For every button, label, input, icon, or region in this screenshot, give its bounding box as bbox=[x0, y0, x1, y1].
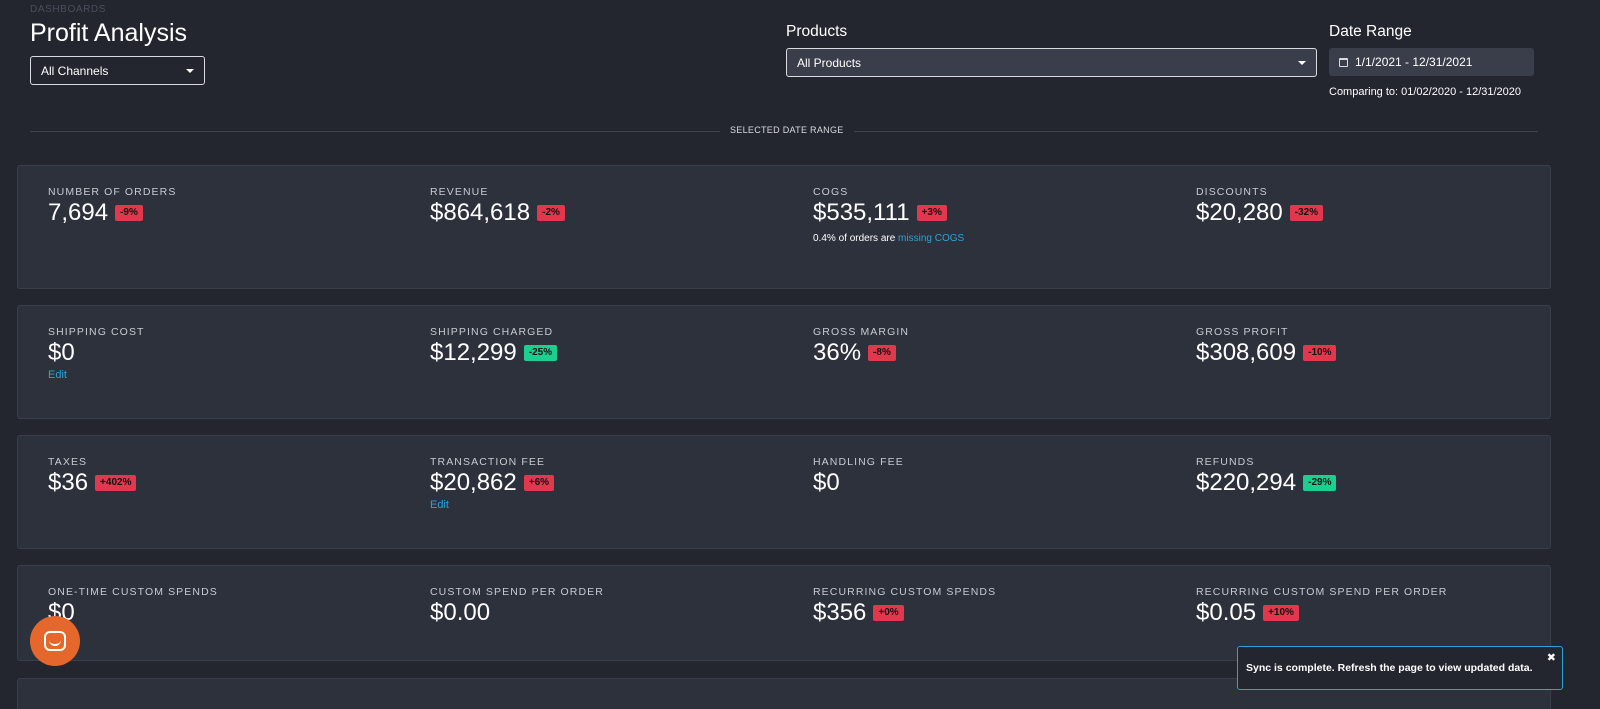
change-badge: +402% bbox=[95, 475, 137, 491]
metric-number-of-orders: NUMBER OF ORDERS 7,694 -9% bbox=[48, 186, 176, 227]
missing-cogs-note: 0.4% of orders are missing COGS bbox=[813, 233, 964, 244]
metric-label: REVENUE bbox=[430, 186, 489, 198]
date-range-label: Date Range bbox=[1329, 23, 1412, 40]
metric-cogs: COGS $535,111 +3% 0.4% of orders are mis… bbox=[813, 186, 964, 244]
metric-gross-margin: GROSS MARGIN 36% -8% bbox=[813, 326, 909, 367]
metric-value: 7,694 bbox=[48, 199, 109, 226]
chevron-down-icon bbox=[1298, 60, 1306, 65]
metric-label: SHIPPING COST bbox=[48, 326, 145, 338]
metric-refunds: REFUNDS $220,294 -29% bbox=[1196, 456, 1337, 497]
metrics-card-orders: NUMBER OF ORDERS 7,694 -9% REVENUE $864,… bbox=[17, 165, 1551, 289]
products-select-value: All Products bbox=[797, 55, 862, 70]
change-badge: -2% bbox=[537, 205, 565, 221]
metric-label: CUSTOM SPEND PER ORDER bbox=[430, 586, 604, 598]
breadcrumb[interactable]: DASHBOARDS bbox=[30, 4, 107, 15]
metric-value: $864,618 bbox=[430, 199, 531, 226]
products-select[interactable]: All Products bbox=[786, 48, 1317, 77]
metric-label: COGS bbox=[813, 186, 849, 198]
section-label: SELECTED DATE RANGE bbox=[720, 125, 854, 135]
channel-select-value: All Channels bbox=[41, 63, 109, 78]
metric-taxes: TAXES $36 +402% bbox=[48, 456, 137, 497]
products-label: Products bbox=[786, 23, 848, 40]
metric-value: $20,280 bbox=[1196, 199, 1283, 226]
change-badge: +10% bbox=[1263, 605, 1299, 621]
close-icon[interactable]: ✖ bbox=[1546, 652, 1556, 664]
chat-launcher-button[interactable] bbox=[30, 616, 80, 666]
metric-value: $308,609 bbox=[1196, 339, 1297, 366]
date-range-value: 1/1/2021 - 12/31/2021 bbox=[1355, 55, 1473, 69]
metric-one-time-custom-spends: ONE-TIME CUSTOM SPENDS $0 bbox=[48, 586, 218, 627]
change-badge: +0% bbox=[873, 605, 904, 621]
chat-icon bbox=[44, 631, 66, 651]
sync-toast-message: Sync is complete. Refresh the page to vi… bbox=[1246, 662, 1533, 674]
metric-value: $36 bbox=[48, 469, 89, 496]
edit-shipping-cost-link[interactable]: Edit bbox=[48, 369, 67, 381]
missing-cogs-link[interactable]: missing COGS bbox=[898, 233, 965, 244]
metric-discounts: DISCOUNTS $20,280 -32% bbox=[1196, 186, 1324, 227]
change-badge: -8% bbox=[868, 345, 896, 361]
change-badge: +6% bbox=[523, 475, 555, 491]
metric-label: TAXES bbox=[48, 456, 88, 468]
missing-cogs-text: 0.4% of orders are bbox=[813, 233, 899, 244]
metric-value: $12,299 bbox=[430, 339, 517, 366]
metric-label: GROSS PROFIT bbox=[1196, 326, 1289, 338]
change-badge: -25% bbox=[523, 345, 558, 361]
edit-transaction-fee-link[interactable]: Edit bbox=[430, 499, 449, 511]
metric-handling-fee: HANDLING FEE $0 bbox=[813, 456, 904, 497]
change-badge: -29% bbox=[1303, 475, 1337, 491]
channel-select[interactable]: All Channels bbox=[30, 56, 205, 85]
metric-value: $356 bbox=[813, 599, 867, 626]
metrics-card-custom-spends: ONE-TIME CUSTOM SPENDS $0 CUSTOM SPEND P… bbox=[17, 565, 1551, 661]
metric-recurring-custom-spends: RECURRING CUSTOM SPENDS $356 +0% bbox=[813, 586, 996, 627]
metric-label: NUMBER OF ORDERS bbox=[48, 186, 177, 198]
metrics-card-shipping: SHIPPING COST $0 Edit SHIPPING CHARGED $… bbox=[17, 305, 1551, 419]
metric-value: $0 bbox=[48, 339, 75, 366]
metric-value: $535,111 bbox=[813, 199, 910, 226]
metric-value: $0 bbox=[813, 469, 840, 496]
metric-label: RECURRING CUSTOM SPENDS bbox=[813, 586, 997, 598]
metric-gross-profit: GROSS PROFIT $308,609 -10% bbox=[1196, 326, 1337, 367]
metric-label: SHIPPING CHARGED bbox=[430, 326, 554, 338]
date-range-picker[interactable]: 1/1/2021 - 12/31/2021 bbox=[1329, 48, 1534, 76]
change-badge: -10% bbox=[1303, 345, 1337, 361]
metric-label: REFUNDS bbox=[1196, 456, 1255, 468]
metric-custom-spend-per-order: CUSTOM SPEND PER ORDER $0.00 bbox=[430, 586, 604, 627]
metric-label: ONE-TIME CUSTOM SPENDS bbox=[48, 586, 218, 598]
metric-value: $0.05 bbox=[1196, 599, 1257, 626]
metric-transaction-fee: TRANSACTION FEE $20,862 +6% Edit bbox=[430, 456, 555, 511]
change-badge: -32% bbox=[1289, 205, 1324, 221]
page-title: Profit Analysis bbox=[30, 19, 188, 47]
sync-toast: Sync is complete. Refresh the page to vi… bbox=[1237, 646, 1563, 690]
metric-value: $0.00 bbox=[430, 599, 491, 626]
metrics-card-fees: TAXES $36 +402% TRANSACTION FEE $20,862 … bbox=[17, 435, 1551, 549]
calendar-icon bbox=[1339, 57, 1348, 67]
metric-value: $220,294 bbox=[1196, 469, 1297, 496]
metric-label: TRANSACTION FEE bbox=[430, 456, 546, 468]
metric-revenue: REVENUE $864,618 -2% bbox=[430, 186, 565, 227]
comparison-range: Comparing to: 01/02/2020 - 12/31/2020 bbox=[1329, 86, 1522, 98]
metric-recurring-custom-spend-per-order: RECURRING CUSTOM SPEND PER ORDER $0.05 +… bbox=[1196, 586, 1447, 627]
metric-value: 36% bbox=[813, 339, 862, 366]
metric-label: RECURRING CUSTOM SPEND PER ORDER bbox=[1196, 586, 1448, 598]
metric-label: GROSS MARGIN bbox=[813, 326, 910, 338]
metric-shipping-cost: SHIPPING COST $0 Edit bbox=[48, 326, 145, 381]
change-badge: +3% bbox=[916, 205, 947, 221]
change-badge: -9% bbox=[115, 205, 143, 221]
metric-label: HANDLING FEE bbox=[813, 456, 904, 468]
metric-value: $20,862 bbox=[430, 469, 517, 496]
metric-label: DISCOUNTS bbox=[1196, 186, 1268, 198]
chevron-down-icon bbox=[186, 68, 194, 73]
metric-shipping-charged: SHIPPING CHARGED $12,299 -25% bbox=[430, 326, 558, 367]
